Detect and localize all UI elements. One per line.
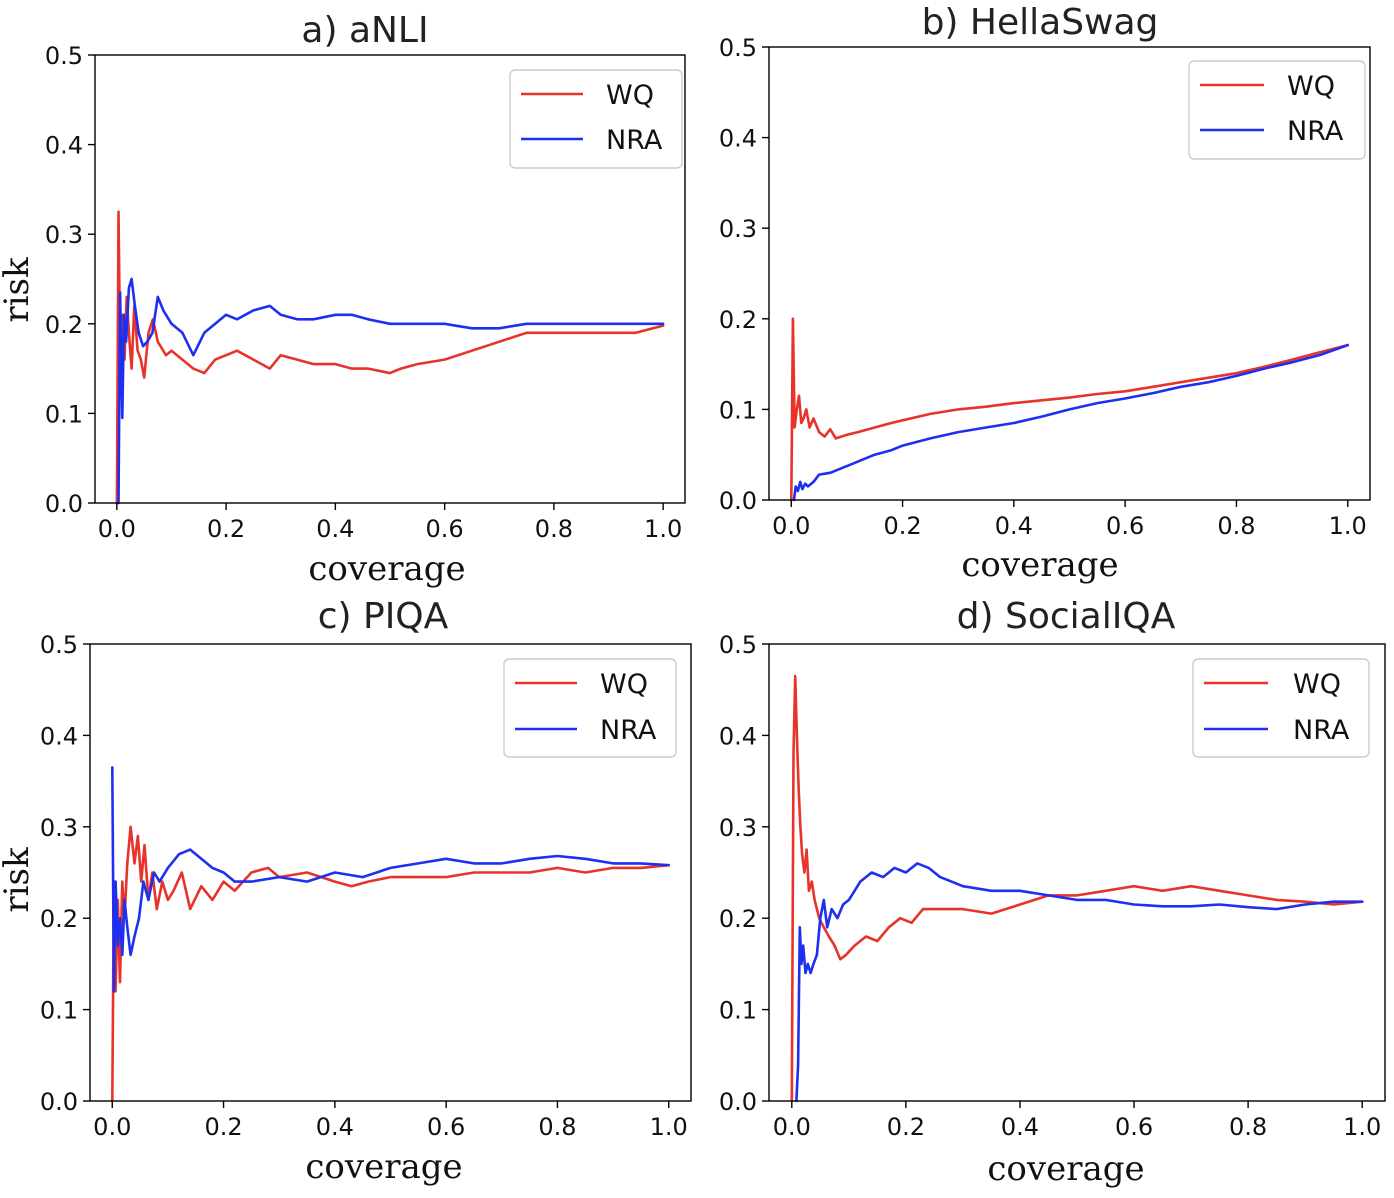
x-tick-label: 0.8 <box>1217 512 1255 540</box>
x-tick-label: 1.0 <box>650 1113 688 1141</box>
y-tick-label: 0.5 <box>719 34 757 62</box>
y-tick-label: 0.1 <box>719 396 757 424</box>
legend-label-wq: WQ <box>1287 71 1335 102</box>
y-tick-label: 0.2 <box>40 905 78 933</box>
y-tick-label: 0.5 <box>45 42 83 70</box>
x-tick-label: 0.0 <box>93 1113 131 1141</box>
y-axis: 0.0 0.1 0.2 0.3 0.4 0.5 <box>719 631 769 1116</box>
x-tick-label: 0.4 <box>316 515 354 543</box>
x-axis: 0.0 0.2 0.4 0.6 0.8 1.0 <box>98 503 682 543</box>
legend-label-wq: WQ <box>1293 669 1341 700</box>
plot-frame <box>94 54 686 504</box>
series-layer <box>115 210 665 505</box>
x-tick-label: 0.6 <box>1106 512 1144 540</box>
series-nra-line <box>792 343 1349 502</box>
x-tick-label: 0.8 <box>535 515 573 543</box>
x-tick-label: 0.0 <box>773 1113 811 1141</box>
x-tick-label: 1.0 <box>1343 1113 1381 1141</box>
y-tick-label: 0.3 <box>719 814 757 842</box>
y-tick-label: 0.3 <box>40 814 78 842</box>
series-wq-line <box>789 317 1349 502</box>
x-tick-label: 0.6 <box>426 515 464 543</box>
x-tick-label: 0.2 <box>207 515 245 543</box>
legend-label-nra: NRA <box>600 715 657 746</box>
legend: WQ NRA <box>503 658 677 758</box>
x-tick-label: 1.0 <box>1329 512 1367 540</box>
panel-title: d) SocialIQA <box>957 596 1176 637</box>
x-axis: 0.0 0.2 0.4 0.6 0.8 1.0 <box>93 1101 688 1141</box>
x-axis-label: coverage <box>987 1149 1144 1189</box>
y-tick-label: 0.4 <box>719 125 757 153</box>
y-tick-label: 0.0 <box>719 487 757 515</box>
x-tick-label: 0.6 <box>1115 1113 1153 1141</box>
x-tick-label: 0.4 <box>995 512 1033 540</box>
x-axis: 0.0 0.2 0.4 0.6 0.8 1.0 <box>773 1101 1381 1141</box>
legend-label-wq: WQ <box>600 669 648 700</box>
legend-label-nra: NRA <box>1293 715 1350 746</box>
x-tick-label: 0.0 <box>772 512 810 540</box>
x-tick-label: 0.8 <box>1229 1113 1267 1141</box>
x-axis-label: coverage <box>961 545 1118 585</box>
panel-d: d) SocialIQA 0.00.10.20.30.40.5 0.0 0.2 0.… <box>719 596 1386 1189</box>
panel-title: a) aNLI <box>301 10 428 51</box>
y-tick-label: 0.1 <box>40 997 78 1025</box>
x-tick-label: 0.2 <box>204 1113 242 1141</box>
x-tick-label: 1.0 <box>644 515 682 543</box>
y-tick-label: 0.2 <box>45 311 83 339</box>
y-tick-label: 0.3 <box>719 215 757 243</box>
series-wq-line <box>111 825 671 1103</box>
legend: WQ NRA <box>1188 60 1366 160</box>
x-axis: 0.0 0.2 0.4 0.6 0.8 1.0 <box>772 500 1367 540</box>
x-tick-label: 0.2 <box>887 1113 925 1141</box>
y-tick-label: 0.0 <box>40 1088 78 1116</box>
y-axis-label: risk <box>0 847 37 913</box>
x-tick-label: 0.2 <box>883 512 921 540</box>
y-axis: 0.0 0.1 0.2 0.3 0.4 0.5 <box>40 631 90 1116</box>
y-axis-label: risk <box>0 257 37 323</box>
y-tick-label: 0.4 <box>719 722 757 750</box>
series-layer <box>790 674 1364 1103</box>
legend: WQ NRA <box>1192 658 1370 758</box>
x-tick-label: 0.0 <box>98 515 136 543</box>
x-axis-label: coverage <box>305 1147 462 1187</box>
panel-c: c) PIQA 0.00.10.20.30.40.5 0.0 0.2 0.4 0.6 0… <box>0 596 692 1187</box>
legend: WQ NRA <box>509 69 683 169</box>
y-tick-label: 0.2 <box>719 905 757 933</box>
x-tick-label: 0.8 <box>538 1113 576 1141</box>
y-tick-label: 0.2 <box>719 306 757 334</box>
series-wq-line <box>790 674 1364 1103</box>
x-tick-label: 0.6 <box>427 1113 465 1141</box>
x-axis-label: coverage <box>308 549 465 589</box>
panel-b: b) HellaSwag 0.00.10.20.30.40.5 0.0 0.2 0.… <box>719 2 1371 585</box>
legend-label-wq: WQ <box>606 80 654 111</box>
plot-frame <box>89 643 692 1102</box>
series-nra-line <box>111 766 671 993</box>
y-tick-label: 0.5 <box>719 631 757 659</box>
legend-label-nra: NRA <box>1287 116 1344 147</box>
plot-frame <box>768 46 1371 501</box>
legend-label-nra: NRA <box>606 125 663 156</box>
series-layer <box>111 766 671 1103</box>
y-tick-label: 0.5 <box>40 631 78 659</box>
y-tick-label: 0.0 <box>45 490 83 518</box>
series-nra-line <box>117 277 665 505</box>
y-tick-label: 0.1 <box>45 400 83 428</box>
x-tick-label: 0.4 <box>1001 1113 1039 1141</box>
x-tick-label: 0.4 <box>316 1113 354 1141</box>
panel-title: c) PIQA <box>318 596 449 637</box>
y-axis: 0.0 0.1 0.2 0.3 0.4 0.5 <box>45 42 95 518</box>
y-tick-label: 0.0 <box>719 1088 757 1116</box>
series-nra-line <box>795 862 1364 1103</box>
y-tick-label: 0.3 <box>45 221 83 249</box>
panel-a: a) aNLI 0.00.10.20.30.40.5 0.0 0.2 0.4 0.6 0… <box>0 10 686 589</box>
panel-title: b) HellaSwag <box>922 2 1159 43</box>
series-layer <box>789 317 1349 502</box>
y-tick-label: 0.1 <box>719 997 757 1025</box>
plot-frame <box>768 643 1386 1102</box>
y-tick-label: 0.4 <box>45 132 83 160</box>
y-tick-label: 0.4 <box>40 722 78 750</box>
series-wq-line <box>115 210 665 505</box>
y-axis: 0.0 0.1 0.2 0.3 0.4 0.5 <box>719 34 769 515</box>
